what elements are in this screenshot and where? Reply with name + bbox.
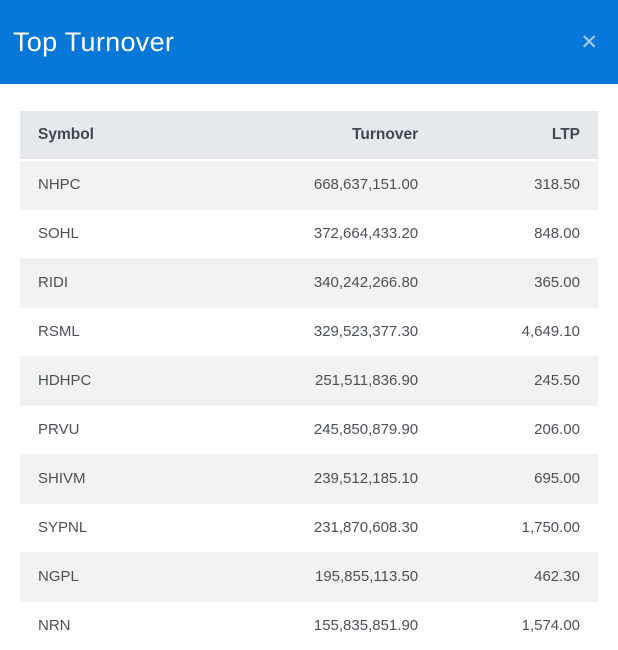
turnover-cell: 251,511,836.90 <box>193 357 436 406</box>
turnover-table: Symbol Turnover LTP NHPC 668,637,151.00 … <box>20 111 598 650</box>
turnover-cell: 668,637,151.00 <box>193 160 436 210</box>
turnover-cell: 239,512,185.10 <box>193 455 436 504</box>
turnover-cell: 340,242,266.80 <box>193 259 436 308</box>
close-button[interactable]: ✕ <box>580 32 598 53</box>
ltp-cell: 695.00 <box>436 455 598 504</box>
column-header-ltp: LTP <box>436 111 598 160</box>
modal-title: Top Turnover <box>13 29 174 56</box>
table-row: SYPNL 231,870,608.30 1,750.00 <box>20 504 598 553</box>
symbol-cell: SYPNL <box>20 504 193 553</box>
turnover-table-container: Symbol Turnover LTP NHPC 668,637,151.00 … <box>20 111 598 650</box>
ltp-cell: 206.00 <box>436 406 598 455</box>
table-row: RSML 329,523,377.30 4,649.10 <box>20 308 598 357</box>
turnover-cell: 329,523,377.30 <box>193 308 436 357</box>
table-row: HDHPC 251,511,836.90 245.50 <box>20 357 598 406</box>
ltp-cell: 462.30 <box>436 553 598 602</box>
table-row: PRVU 245,850,879.90 206.00 <box>20 406 598 455</box>
ltp-cell: 245.50 <box>436 357 598 406</box>
table-row: SHIVM 239,512,185.10 695.00 <box>20 455 598 504</box>
table-row: SOHL 372,664,433.20 848.00 <box>20 210 598 259</box>
symbol-cell: NGPL <box>20 553 193 602</box>
symbol-cell: SOHL <box>20 210 193 259</box>
symbol-cell: SHIVM <box>20 455 193 504</box>
table-row: NGPL 195,855,113.50 462.30 <box>20 553 598 602</box>
ltp-cell: 848.00 <box>436 210 598 259</box>
symbol-cell: HDHPC <box>20 357 193 406</box>
symbol-cell: PRVU <box>20 406 193 455</box>
table-header-row: Symbol Turnover LTP <box>20 111 598 160</box>
close-icon: ✕ <box>580 30 598 54</box>
turnover-cell: 231,870,608.30 <box>193 504 436 553</box>
turnover-cell: 195,855,113.50 <box>193 553 436 602</box>
table-row: RIDI 340,242,266.80 365.00 <box>20 259 598 308</box>
turnover-cell: 372,664,433.20 <box>193 210 436 259</box>
symbol-cell: RIDI <box>20 259 193 308</box>
column-header-symbol: Symbol <box>20 111 193 160</box>
ltp-cell: 1,750.00 <box>436 504 598 553</box>
turnover-cell: 245,850,879.90 <box>193 406 436 455</box>
ltp-cell: 365.00 <box>436 259 598 308</box>
ltp-cell: 4,649.10 <box>436 308 598 357</box>
ltp-cell: 318.50 <box>436 160 598 210</box>
symbol-cell: NHPC <box>20 160 193 210</box>
symbol-cell: RSML <box>20 308 193 357</box>
table-row: NHPC 668,637,151.00 318.50 <box>20 160 598 210</box>
column-header-turnover: Turnover <box>193 111 436 160</box>
modal-header: Top Turnover ✕ <box>0 0 618 84</box>
